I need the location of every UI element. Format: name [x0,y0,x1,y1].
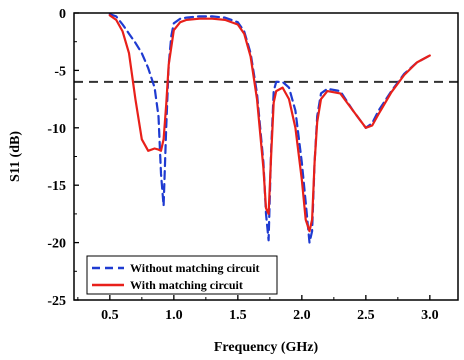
y-tick-label: 0 [59,7,66,22]
y-tick-label: -20 [47,237,66,252]
x-tick-label: 0.5 [101,308,119,323]
x-axis-label: Frequency (GHz) [214,340,319,355]
x-tick-label: 2.0 [293,308,311,323]
x-axis-ticks: 0.5 1.0 1.5 2.0 2.5 3.0 [77,295,439,323]
y-tick-label: -10 [47,122,66,137]
y-tick-label: -15 [47,179,66,194]
legend-label-with-matching: With matching circuit [130,278,243,292]
legend-label-without-matching: Without matching circuit [130,261,260,275]
y-tick-label: -5 [54,64,66,79]
legend: Without matching circuit With matching c… [86,255,278,295]
y-axis-label: S11 (dB) [8,131,23,182]
y-tick-label: -25 [47,294,66,309]
x-tick-label: 3.0 [421,308,439,323]
y-axis-ticks: 0 -5 -10 -15 -20 -25 [47,7,79,309]
x-tick-label: 1.5 [229,308,247,323]
legend-box [86,255,278,295]
x-tick-label: 2.5 [357,308,375,323]
x-tick-label: 1.0 [165,308,183,323]
series-line-1 [108,14,431,233]
series-group [108,13,431,244]
